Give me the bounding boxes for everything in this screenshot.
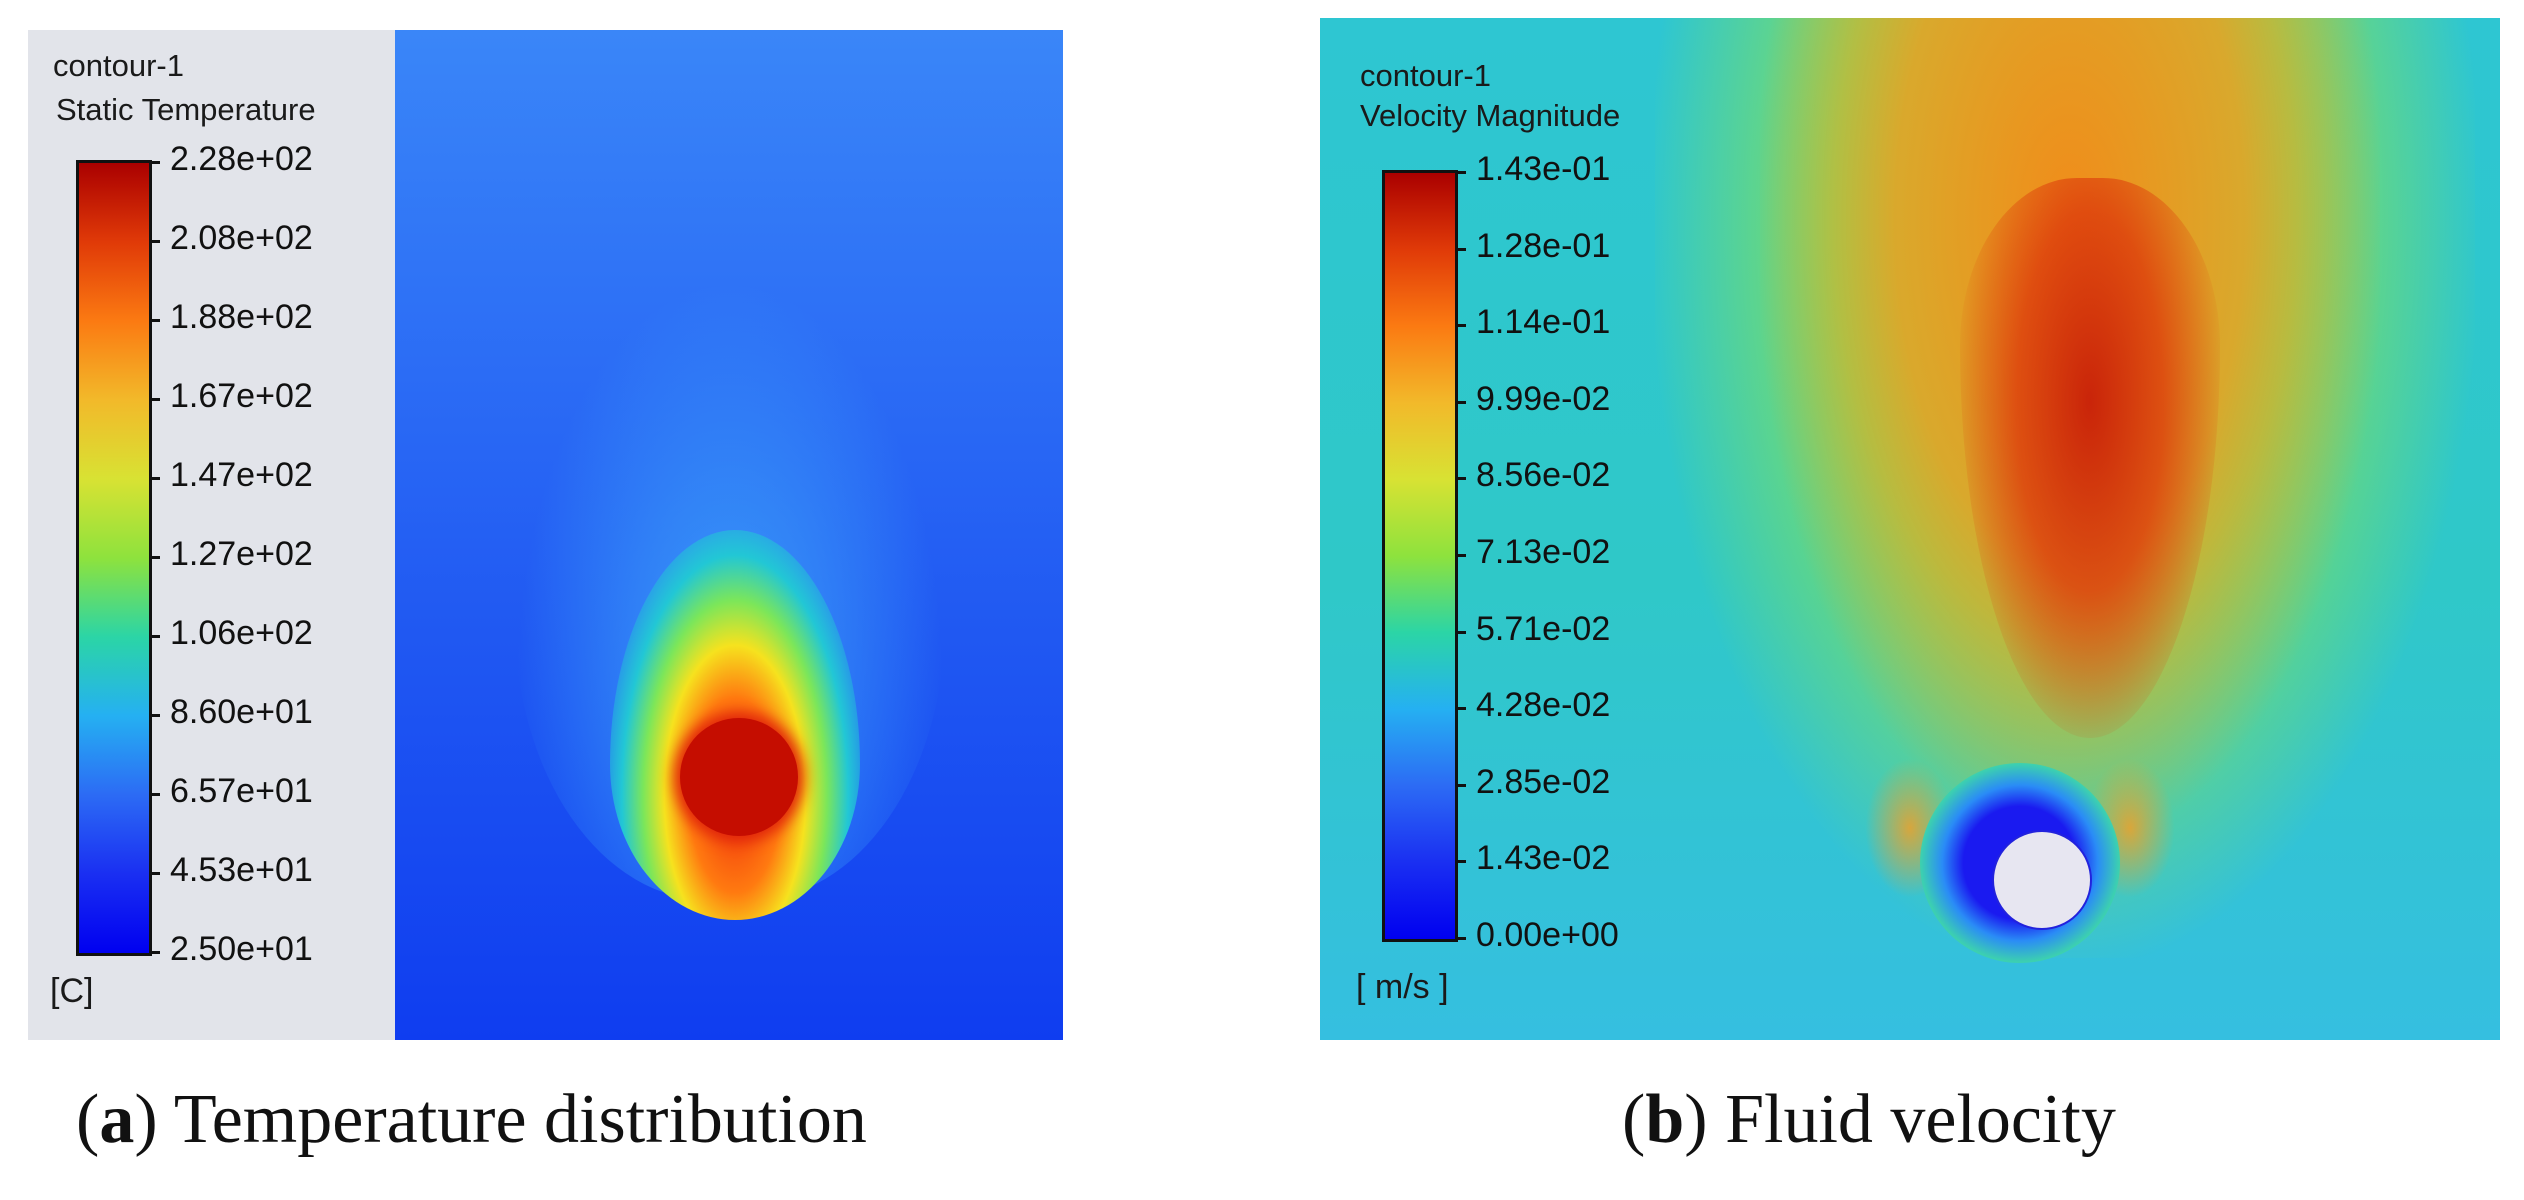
colorbar-tick bbox=[1458, 247, 1466, 251]
colorbar-tick bbox=[1458, 477, 1466, 481]
legend-name: contour-1 bbox=[1360, 58, 1491, 93]
colorbar-tick-label: 7.13e-02 bbox=[1476, 533, 1611, 571]
colorbar-tick bbox=[152, 319, 160, 322]
colorbar-tick bbox=[152, 951, 160, 954]
colorbar-tick bbox=[152, 793, 160, 796]
heat-source bbox=[680, 718, 798, 836]
colorbar-tick-label: 1.28e-01 bbox=[1476, 226, 1611, 265]
colorbar-tick bbox=[1458, 783, 1466, 787]
colorbar-tick bbox=[1458, 630, 1466, 634]
caption-a-letter: a bbox=[99, 1081, 135, 1158]
caption-b-text: Fluid velocity bbox=[1725, 1081, 2116, 1158]
colorbar-tick bbox=[152, 398, 160, 401]
colorbar-tick bbox=[152, 161, 160, 164]
legend-quantity: Static Temperature bbox=[56, 92, 316, 127]
temperature-legend: contour-1 Static Temperature 2.28e+02 2.0… bbox=[28, 30, 395, 1040]
caption-b: (b) Fluid velocity bbox=[1622, 1081, 2116, 1158]
legend-quantity: Velocity Magnitude bbox=[1360, 98, 1621, 133]
colorbar-tick bbox=[1458, 324, 1466, 328]
colorbar-tick-label: 1.06e+02 bbox=[170, 614, 313, 652]
colorbar-tick-label: 1.27e+02 bbox=[170, 535, 313, 573]
colorbar-tick bbox=[152, 714, 160, 717]
colorbar-tick bbox=[1458, 400, 1466, 404]
colorbar-tick-label: 4.28e-02 bbox=[1476, 686, 1611, 725]
colorbar-tick-label: 1.14e-01 bbox=[1476, 303, 1611, 342]
caption-a-text: Temperature distribution bbox=[173, 1081, 867, 1158]
colorbar-tick bbox=[152, 635, 160, 638]
colorbar-tick-label: 1.67e+02 bbox=[170, 377, 313, 415]
velocity-unit: [ m/s ] bbox=[1356, 968, 1449, 1006]
colorbar-tick-label: 1.88e+02 bbox=[170, 298, 313, 336]
colorbar-tick-label: 2.50e+01 bbox=[170, 930, 313, 968]
colorbar-tick-label: 5.71e-02 bbox=[1476, 609, 1611, 648]
colorbar-tick-label: 4.53e+01 bbox=[170, 851, 313, 889]
velocity-legend: contour-1 Velocity Magnitude 1.43e-01 1.2… bbox=[1320, 18, 1710, 1040]
temperature-unit: [C] bbox=[50, 972, 94, 1010]
colorbar-tick-label: 1.43e-01 bbox=[1476, 150, 1611, 188]
colorbar-tick bbox=[152, 477, 160, 480]
cylinder bbox=[1992, 830, 2092, 930]
colorbar-tick bbox=[1458, 554, 1466, 557]
velocity-colorbar bbox=[1382, 170, 1458, 942]
caption-b-letter: b bbox=[1645, 1081, 1685, 1158]
colorbar-tick-label: 8.56e-02 bbox=[1476, 456, 1611, 495]
temperature-field bbox=[395, 30, 1063, 1040]
colorbar-tick-label: 2.08e+02 bbox=[170, 219, 313, 257]
colorbar-tick bbox=[152, 240, 160, 243]
velocity-contour-panel: contour-1 Velocity Magnitude 1.43e-01 1.2… bbox=[1320, 18, 2500, 1040]
colorbar-tick-label: 2.28e+02 bbox=[170, 140, 313, 178]
legend-name: contour-1 bbox=[53, 48, 184, 83]
colorbar-tick bbox=[1458, 937, 1466, 940]
colorbar-tick bbox=[152, 872, 160, 875]
colorbar-tick-label: 8.60e+01 bbox=[170, 693, 313, 731]
colorbar-tick-label: 6.57e+01 bbox=[170, 772, 313, 810]
colorbar-tick bbox=[1458, 707, 1466, 711]
colorbar-tick bbox=[1458, 860, 1466, 864]
colorbar-tick-label: 2.85e-02 bbox=[1476, 762, 1611, 801]
colorbar-tick bbox=[152, 556, 160, 559]
colorbar-tick-label: 9.99e-02 bbox=[1476, 379, 1611, 418]
temperature-colorbar bbox=[76, 160, 152, 956]
colorbar-tick-label: 1.47e+02 bbox=[170, 456, 313, 494]
temperature-contour-panel: contour-1 Static Temperature 2.28e+02 2.0… bbox=[28, 30, 1063, 1040]
caption-a: (a) Temperature distribution bbox=[76, 1081, 867, 1158]
colorbar-tick-label: 0.00e+00 bbox=[1476, 916, 1619, 954]
colorbar-tick bbox=[1458, 171, 1466, 174]
colorbar-tick-label: 1.43e-02 bbox=[1476, 839, 1611, 878]
